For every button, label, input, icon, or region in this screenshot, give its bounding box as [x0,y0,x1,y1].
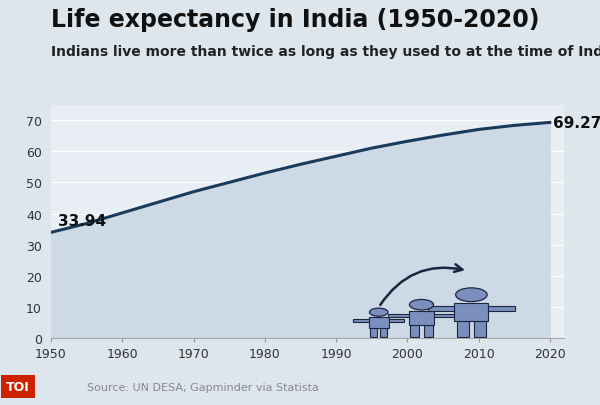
Text: Life expectancy in India (1950-2020): Life expectancy in India (1950-2020) [51,8,539,32]
Bar [410,325,419,337]
Circle shape [409,300,434,310]
Text: Source: UN DESA; Gapminder via Statista: Source: UN DESA; Gapminder via Statista [87,382,319,392]
Bar [388,314,409,318]
Bar [380,328,388,337]
Text: 69.27: 69.27 [553,115,600,130]
Bar [454,303,488,322]
Bar [434,314,455,318]
Bar [488,307,515,311]
Text: 33.94: 33.94 [58,213,106,228]
Circle shape [370,308,388,316]
Bar [370,328,377,337]
Bar [369,317,389,328]
Circle shape [455,288,487,302]
Text: Indians live more than twice as long as they used to at the time of Independence: Indians live more than twice as long as … [51,45,600,58]
Bar [428,307,454,311]
Bar [389,319,404,322]
Bar [353,319,369,322]
Bar [474,322,486,337]
Text: TOI: TOI [6,380,30,393]
Bar [424,325,433,337]
Bar [409,311,434,325]
Bar [457,322,469,337]
